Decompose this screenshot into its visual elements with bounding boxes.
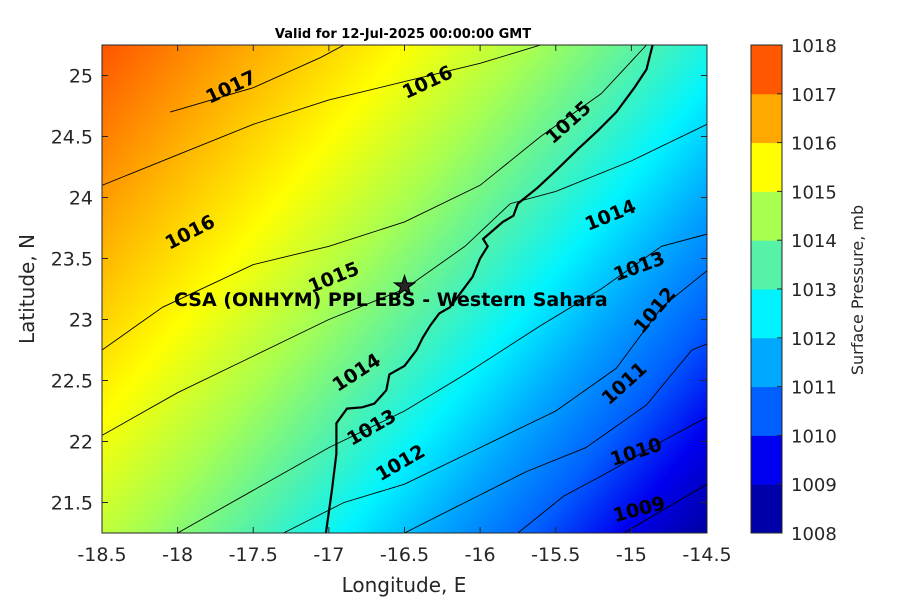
colorbar-band-1008 — [751, 484, 782, 534]
x-tick-label: -18.5 — [77, 544, 126, 566]
colorbar-tick-label: 1011 — [791, 378, 837, 399]
isobar-1012 — [283, 270, 707, 533]
y-tick-label: 21.5 — [51, 493, 93, 515]
colorbar-band-1015 — [751, 142, 782, 192]
y-tick-label: 23 — [69, 310, 93, 332]
plot-area — [102, 45, 707, 533]
y-tick-label: 22.5 — [51, 371, 93, 393]
y-tick-label: 23.5 — [51, 249, 93, 271]
station-annotation: CSA (ONHYM) PPL EBS - Western Sahara — [174, 289, 608, 311]
x-tick-label: -16.5 — [380, 544, 429, 566]
colorbar-band-1010 — [751, 386, 782, 436]
x-tick-label: -14.5 — [682, 544, 731, 566]
isobar-1015 — [102, 45, 647, 351]
colorbar-tick-label: 1009 — [791, 475, 837, 496]
colorbar-tick-label: 1010 — [791, 426, 837, 447]
colorbar-tick-label: 1013 — [791, 280, 837, 301]
x-tick-label: -17 — [313, 544, 344, 566]
colorbar-tick-label: 1016 — [791, 134, 837, 155]
colorbar-label: Surface Pressure, mb — [848, 205, 867, 375]
chart-title: Valid for 12-Jul-2025 00:00:00 GMT — [275, 27, 531, 42]
x-tick-label: -18 — [162, 544, 193, 566]
isobar-1013 — [177, 233, 707, 533]
colorbar-band-1014 — [751, 191, 782, 241]
colorbar-tick-label: 1017 — [791, 85, 837, 106]
colorbar-band-1009 — [751, 435, 782, 485]
colorbar-tick-label: 1008 — [791, 524, 837, 545]
x-axis-label: Longitude, E — [342, 573, 467, 597]
colorbar-tick-label: 1014 — [791, 231, 837, 252]
isobar-1011 — [404, 343, 707, 533]
colorbar-band-1013 — [751, 240, 782, 290]
colorbar: 1008 1009 1010 1011 1012 1013 1014 1015 1016 1017… — [750, 36, 837, 545]
isobar-1014 — [102, 123, 707, 436]
x-tick-label: -17.5 — [229, 544, 278, 566]
x-tick-label: -15 — [616, 544, 647, 566]
isobar-1010 — [517, 416, 707, 533]
colorbar-tick-label: 1012 — [791, 329, 837, 350]
colorbar-band-1016 — [751, 93, 782, 144]
y-tick-label: 24.5 — [51, 127, 93, 149]
y-tick-label: 22 — [69, 432, 93, 454]
station-star-icon: ★ — [393, 271, 416, 301]
y-axis: 21.5 22 22.5 23 23.5 24 24.5 25 — [51, 66, 707, 515]
isobar-1009 — [623, 483, 707, 533]
coastline — [324, 45, 654, 533]
y-axis-label: Latitude, N — [15, 234, 39, 344]
y-tick-label: 24 — [69, 188, 93, 210]
isobar-layer — [102, 45, 707, 533]
colorbar-band-1017 — [751, 45, 782, 95]
x-tick-label: -15.5 — [531, 544, 580, 566]
x-axis: -18.5 -18 -17.5 -17 -16.5 -16 -15.5 -15 -14.5 — [77, 45, 732, 566]
x-tick-label: -16 — [465, 544, 496, 566]
colorbar-tick-label: 1018 — [791, 36, 837, 57]
isobar-1017 — [169, 45, 345, 113]
colorbar-band-1012 — [751, 289, 782, 339]
isobar-1016 — [102, 45, 541, 186]
y-tick-label: 25 — [69, 66, 93, 88]
colorbar-tick-label: 1015 — [791, 182, 837, 203]
colorbar-band-1011 — [751, 337, 782, 388]
